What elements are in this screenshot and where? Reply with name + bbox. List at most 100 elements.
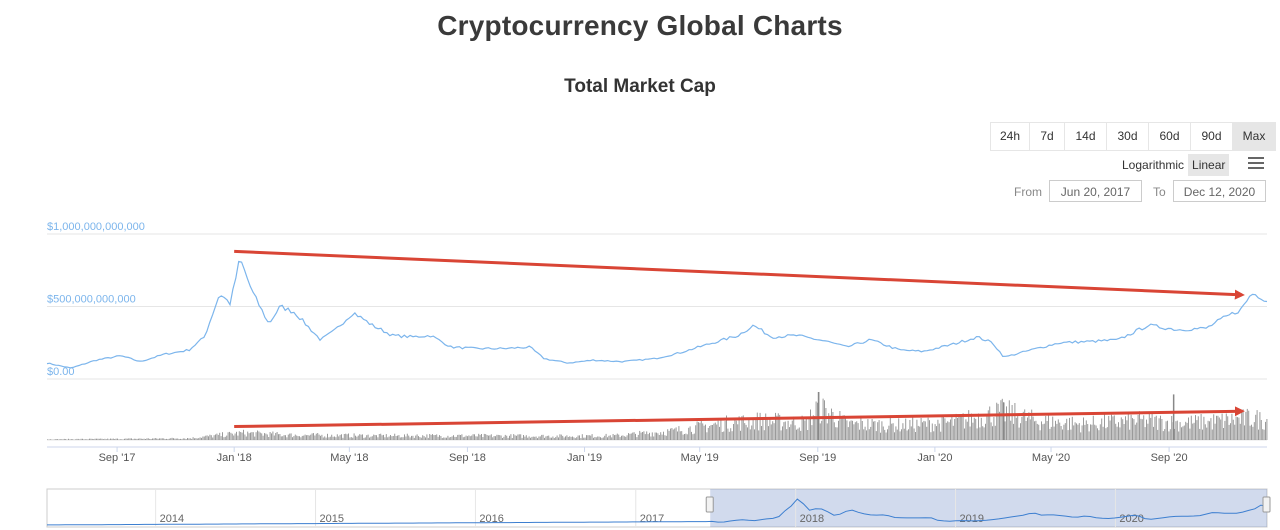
volume-bar (867, 419, 869, 440)
volume-bar (388, 436, 390, 440)
volume-bar (723, 431, 725, 440)
volume-bar (730, 428, 732, 440)
volume-bar (1097, 428, 1098, 440)
volume-bar (726, 415, 727, 440)
volume-bar (350, 437, 352, 440)
volume-bar (915, 432, 916, 440)
volume-bar (252, 432, 254, 440)
volume-bar (710, 425, 712, 440)
volume-bar (847, 427, 849, 440)
volume-bar (1178, 431, 1180, 440)
volume-bar (660, 432, 662, 440)
volume-bar (273, 435, 275, 440)
volume-bar (615, 434, 617, 440)
volume-bar (958, 416, 960, 440)
hamburger-menu-icon[interactable] (1248, 157, 1264, 171)
range-24h-button[interactable]: 24h (991, 123, 1030, 150)
volume-bar (819, 423, 821, 440)
range-7d-button[interactable]: 7d (1030, 123, 1065, 150)
volume-bar (1157, 429, 1159, 440)
range-14d-button[interactable]: 14d (1065, 123, 1107, 150)
scale-logarithmic-button[interactable]: Logarithmic (1122, 158, 1185, 172)
volume-bar (836, 427, 838, 440)
volume-bar (1021, 416, 1023, 440)
volume-bar (387, 437, 389, 440)
volume-bar (150, 439, 152, 440)
volume-bar (782, 426, 783, 440)
volume-bar (161, 438, 163, 440)
volume-bar (833, 422, 835, 440)
volume-bar (903, 428, 905, 440)
volume-bar (128, 438, 130, 440)
volume-bar (551, 437, 552, 440)
range-90d-button[interactable]: 90d (1191, 123, 1233, 150)
volume-bar (1048, 414, 1049, 440)
volume-bar (763, 430, 765, 440)
volume-bar (61, 439, 62, 440)
volume-bar (987, 410, 989, 440)
volume-bar (534, 436, 536, 440)
volume-bar (49, 439, 51, 440)
x-tick-label: Sep '20 (1151, 452, 1188, 464)
volume-bar (973, 417, 975, 440)
volume-bar (924, 421, 926, 440)
range-60d-button[interactable]: 60d (1149, 123, 1191, 150)
scale-linear-button[interactable]: Linear (1188, 154, 1230, 176)
navigator-left-handle[interactable] (705, 496, 714, 513)
navigator-right-handle[interactable] (1262, 496, 1271, 513)
volume-bar (418, 436, 419, 440)
volume-bar (933, 431, 935, 440)
volume-bar (1185, 421, 1187, 440)
volume-bar (1105, 428, 1107, 440)
volume-bar (510, 434, 512, 440)
x-tick-label: May '19 (681, 452, 719, 464)
from-date-input[interactable]: Jun 20, 2017 (1049, 180, 1142, 202)
volume-bar (401, 437, 403, 440)
volume-bar (528, 436, 530, 440)
volume-bar (335, 437, 337, 440)
volume-bar (975, 418, 977, 440)
volume-bar (885, 432, 887, 440)
volume-bar (171, 437, 173, 440)
volume-bar (334, 436, 335, 440)
volume-bar (574, 438, 576, 440)
volume-bar (573, 437, 575, 440)
volume-bar (1024, 409, 1026, 440)
navigator[interactable]: 2014 2015 2016 2017 2018 2019 2020 (46, 488, 1271, 528)
volume-bar (488, 435, 489, 440)
volume-bar (892, 423, 894, 440)
volume-bar (124, 438, 125, 440)
volume-bar (678, 426, 680, 440)
volume-bar (125, 438, 127, 440)
volume-bar (434, 435, 436, 440)
volume-bar (989, 406, 991, 440)
volume-bar (370, 436, 372, 440)
range-30d-button[interactable]: 30d (1107, 123, 1149, 150)
volume-bar (742, 415, 744, 440)
volume-bar (216, 433, 218, 440)
volume-bar (1035, 420, 1037, 440)
volume-bar (286, 437, 288, 440)
volume-bar (178, 439, 180, 440)
range-max-button[interactable]: Max (1233, 123, 1275, 150)
volume-bar (392, 436, 394, 440)
volume-bar (721, 432, 723, 440)
volume-bar (399, 437, 401, 440)
volume-bar (681, 431, 683, 440)
volume-bar (983, 427, 985, 440)
volume-bar (661, 434, 663, 440)
volume-spike (817, 392, 820, 440)
volume-bar (458, 434, 460, 440)
volume-bar (1055, 420, 1056, 440)
volume-bar (796, 429, 797, 440)
volume-bar (758, 430, 760, 440)
volume-bar (894, 432, 895, 440)
volume-bar (1084, 424, 1086, 440)
volume-bar (160, 438, 162, 440)
volume-bar (448, 437, 450, 440)
to-date-input[interactable]: Dec 12, 2020 (1173, 180, 1266, 202)
volume-bar (1186, 422, 1188, 440)
volume-bar (548, 435, 550, 440)
volume-bar (210, 435, 212, 440)
volume-bar (517, 434, 519, 440)
